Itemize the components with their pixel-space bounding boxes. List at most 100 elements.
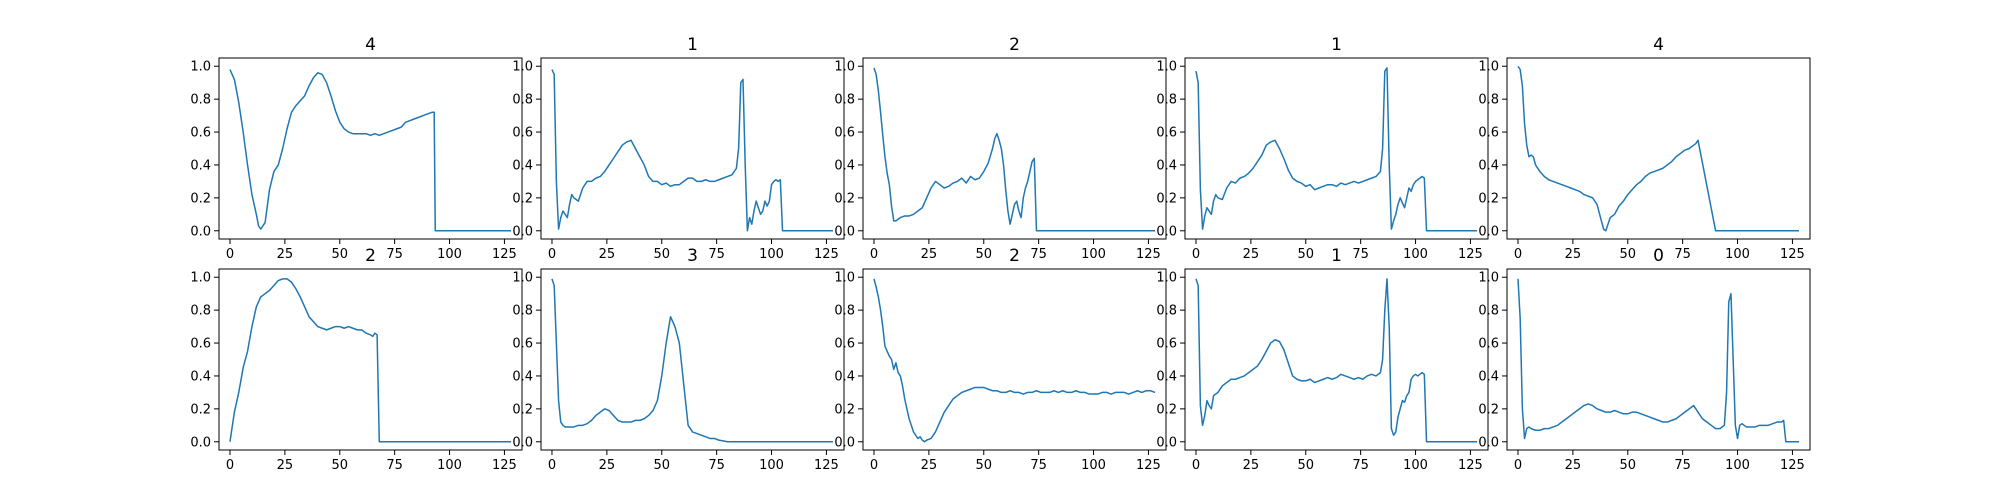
series-line	[551, 278, 834, 443]
x-tick-label: 125	[492, 247, 517, 262]
x-tick-label: 100	[1081, 247, 1106, 262]
y-tick-label: 0.0	[190, 435, 211, 450]
x-tick-label: 125	[1458, 247, 1483, 262]
y-tick-label: 1.0	[1478, 271, 1499, 286]
x-tick-label: 25	[599, 458, 616, 473]
y-tick-label: 0.4	[1156, 369, 1177, 384]
x-tick-label: 25	[599, 247, 616, 262]
y-tick-label: 0.6	[1156, 337, 1177, 352]
y-tick-label: 0.6	[512, 126, 533, 141]
y-tick-label: 0.6	[190, 337, 211, 352]
y-tick-label: 1.0	[190, 271, 211, 286]
x-tick-label: 50	[653, 247, 670, 262]
y-tick-label: 0.2	[190, 191, 211, 206]
x-tick-label: 100	[437, 458, 462, 473]
x-tick-label: 100	[759, 458, 784, 473]
x-tick-label: 75	[1030, 247, 1047, 262]
chart-panel-9: 1 0 25 50 75 100 125 0.0 0.2 0.4 0.6 0.8 1.0	[1156, 246, 1489, 473]
y-tick-label: 0.6	[1478, 337, 1499, 352]
y-tick-label: 0.8	[190, 304, 211, 319]
y-tick-label: 0.6	[834, 337, 855, 352]
x-tick-label: 125	[814, 458, 839, 473]
x-tick-label: 75	[1674, 458, 1691, 473]
chart-panel-3: 2 0 25 50 75 100 125 0.0 0.2 0.4 0.6 0.8 1.0	[834, 35, 1167, 262]
x-tick-label: 125	[1136, 458, 1161, 473]
plot-frame	[1506, 268, 1811, 451]
x-tick-label: 125	[1136, 247, 1161, 262]
y-tick-label: 0.0	[834, 224, 855, 239]
y-tick-label: 0.6	[512, 337, 533, 352]
x-tick-label: 25	[1243, 247, 1260, 262]
plot-frame	[218, 57, 523, 240]
y-tick-label: 0.0	[512, 224, 533, 239]
y-tick-label: 0.4	[1156, 158, 1177, 173]
y-tick-label: 0.8	[1478, 304, 1499, 319]
y-tick-label: 0.6	[834, 126, 855, 141]
x-tick-label: 75	[386, 458, 403, 473]
y-tick-label: 0.8	[1478, 93, 1499, 108]
x-tick-label: 0	[1514, 458, 1522, 473]
y-tick-label: 1.0	[834, 271, 855, 286]
x-tick-label: 50	[331, 247, 348, 262]
plot-frame	[862, 57, 1167, 240]
x-tick-label: 125	[1780, 247, 1805, 262]
plot-frame	[1506, 57, 1811, 240]
x-tick-label: 50	[1619, 458, 1636, 473]
series-line	[1195, 67, 1478, 232]
y-tick-label: 1.0	[1156, 271, 1177, 286]
x-tick-label: 0	[1192, 247, 1200, 262]
chart-panel-4: 1 0 25 50 75 100 125 0.0 0.2 0.4 0.6 0.8 1.0	[1156, 35, 1489, 262]
y-tick-label: 0.8	[834, 304, 855, 319]
x-tick-label: 25	[921, 458, 938, 473]
x-tick-label: 25	[921, 247, 938, 262]
y-tick-label: 0.6	[1478, 126, 1499, 141]
y-tick-label: 0.4	[1478, 158, 1499, 173]
y-tick-label: 0.8	[512, 93, 533, 108]
x-tick-label: 0	[870, 458, 878, 473]
chart-panel-10: 0 0 25 50 75 100 125 0.0 0.2 0.4 0.6 0.8 1.0	[1478, 246, 1811, 473]
y-tick-label: 0.8	[1156, 304, 1177, 319]
y-tick-label: 0.0	[1156, 224, 1177, 239]
y-tick-label: 0.2	[1156, 402, 1177, 417]
y-tick-label: 1.0	[1156, 60, 1177, 75]
y-tick-label: 0.2	[1478, 402, 1499, 417]
panel-title: 2	[1009, 35, 1020, 55]
series-line	[1517, 278, 1800, 443]
panel-title: 1	[1331, 35, 1342, 55]
x-tick-label: 100	[1081, 458, 1106, 473]
chart-panel-2: 1 0 25 50 75 100 125 0.0 0.2 0.4 0.6 0.8 1.0	[512, 35, 845, 262]
plot-frame	[862, 268, 1167, 451]
y-tick-label: 0.8	[512, 304, 533, 319]
x-tick-label: 75	[1674, 247, 1691, 262]
x-tick-label: 75	[708, 458, 725, 473]
y-tick-label: 0.0	[1156, 435, 1177, 450]
y-tick-label: 0.0	[190, 224, 211, 239]
x-tick-label: 125	[1780, 458, 1805, 473]
y-tick-label: 0.4	[834, 369, 855, 384]
x-tick-label: 75	[1352, 247, 1369, 262]
x-tick-label: 100	[1403, 458, 1428, 473]
x-tick-label: 0	[226, 247, 234, 262]
x-tick-label: 100	[1725, 458, 1750, 473]
plot-frame	[1184, 268, 1489, 451]
x-tick-label: 75	[386, 247, 403, 262]
y-tick-label: 1.0	[1478, 60, 1499, 75]
y-tick-label: 0.4	[1478, 369, 1499, 384]
y-tick-label: 0.8	[834, 93, 855, 108]
x-tick-label: 50	[1297, 247, 1314, 262]
panel-title: 0	[1653, 246, 1664, 266]
chart-panel-8: 2 0 25 50 75 100 125 0.0 0.2 0.4 0.6 0.8 1.0	[834, 246, 1167, 473]
x-tick-label: 0	[870, 247, 878, 262]
series-line	[1517, 65, 1800, 232]
panel-title: 2	[1009, 246, 1020, 266]
x-tick-label: 50	[975, 458, 992, 473]
x-tick-label: 25	[277, 247, 294, 262]
x-tick-label: 100	[759, 247, 784, 262]
x-tick-label: 125	[814, 247, 839, 262]
y-tick-label: 0.4	[834, 158, 855, 173]
y-tick-label: 1.0	[190, 60, 211, 75]
x-tick-label: 75	[1352, 458, 1369, 473]
y-tick-label: 0.2	[512, 402, 533, 417]
x-tick-label: 100	[1725, 247, 1750, 262]
y-tick-label: 0.0	[1478, 224, 1499, 239]
